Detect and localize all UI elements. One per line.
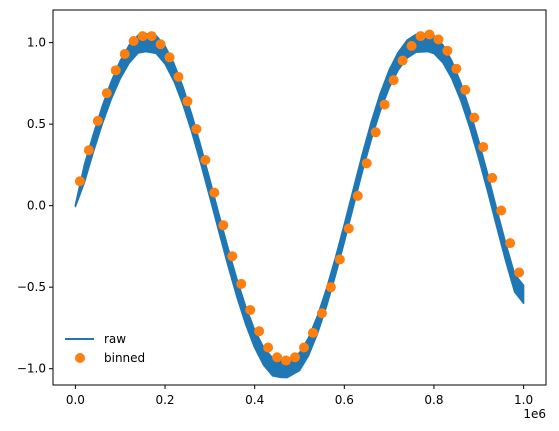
binned-point (101, 88, 112, 99)
binned-point (460, 84, 471, 95)
binned-point (290, 352, 301, 363)
binned-point (361, 158, 372, 169)
binned-point (200, 155, 211, 165)
binned-point (272, 352, 283, 363)
binned-point (137, 31, 148, 42)
legend: raw binned (65, 332, 145, 365)
binned-point (191, 124, 202, 135)
series-binned-group (74, 29, 525, 366)
series-raw-group (74, 32, 525, 379)
binned-point (227, 251, 238, 262)
binned-point (442, 45, 453, 56)
x-tick-label: 0.0 (66, 393, 85, 407)
binned-point (325, 282, 336, 293)
series-raw-line (74, 41, 525, 370)
binned-point (451, 63, 462, 74)
binned-point (245, 305, 256, 315)
binned-point (388, 75, 399, 86)
binned-point (263, 342, 274, 353)
binned-point (433, 34, 444, 45)
axes-frame (52, 9, 547, 386)
binned-point (236, 278, 247, 289)
y-tick-label: 1.0 (27, 36, 46, 50)
plot-area (74, 29, 525, 379)
y-tick-label: −0.5 (17, 280, 46, 294)
binned-point (379, 99, 390, 110)
x-axis-offset-label: 1e6 (523, 407, 546, 421)
x-tick-label: 0.2 (155, 393, 174, 407)
binned-point (119, 49, 130, 60)
binned-point (173, 71, 184, 82)
binned-point (424, 29, 435, 40)
binned-point (155, 39, 166, 50)
binned-point (505, 238, 516, 249)
binned-point (74, 176, 85, 187)
y-tick-label: 0.5 (27, 117, 46, 131)
binned-point (254, 326, 265, 337)
binned-point (352, 190, 363, 201)
binned-point (281, 355, 292, 366)
binned-point (209, 187, 220, 198)
binned-point (469, 112, 480, 123)
binned-point (92, 115, 103, 126)
binned-point (343, 223, 354, 234)
binned-point (164, 52, 175, 63)
binned-point (370, 127, 381, 138)
binned-point (298, 342, 309, 353)
binned-point (478, 141, 489, 152)
binned-point (218, 220, 229, 231)
x-axis: 0.0 0.2 0.4 0.6 0.8 1.0 (66, 385, 533, 407)
y-axis: −1.0 −0.5 0.0 0.5 1.0 (17, 36, 53, 376)
x-tick-label: 1.0 (514, 393, 533, 407)
legend-binned-handle (75, 353, 85, 363)
y-tick-label: −1.0 (17, 362, 46, 376)
series-raw-band (74, 32, 525, 379)
legend-raw-label: raw (104, 332, 126, 346)
binned-point (514, 267, 525, 278)
x-tick-label: 0.6 (335, 393, 354, 407)
x-tick-label: 0.8 (424, 393, 443, 407)
binned-point (83, 145, 94, 156)
binned-point (110, 65, 121, 76)
binned-point (307, 327, 318, 338)
binned-point (316, 308, 327, 319)
binned-point (406, 40, 417, 51)
binned-point (182, 96, 193, 107)
binned-point (496, 205, 507, 216)
binned-point (334, 254, 345, 265)
x-tick-label: 0.4 (245, 393, 264, 407)
binned-point (415, 31, 426, 42)
binned-point (397, 55, 408, 66)
binned-point (128, 35, 139, 46)
binned-point (487, 172, 498, 183)
binned-point (146, 31, 157, 42)
y-tick-label: 0.0 (27, 199, 46, 213)
legend-binned-label: binned (104, 351, 145, 365)
